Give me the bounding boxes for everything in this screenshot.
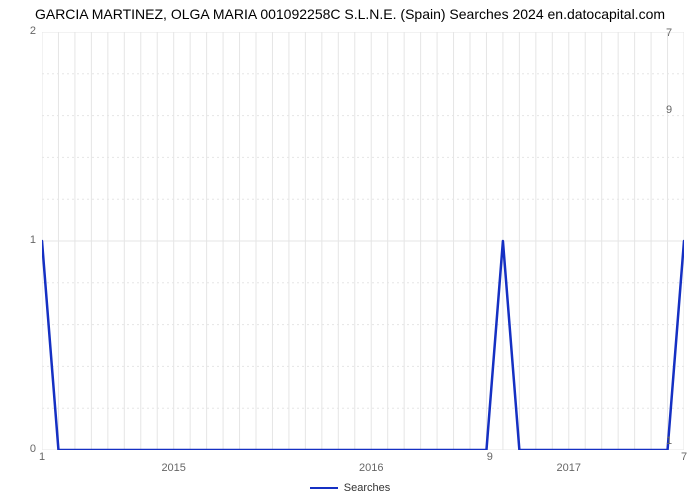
chart-title: GARCIA MARTINEZ, OLGA MARIA 001092258C S…: [0, 6, 700, 22]
x-axis-secondary-tick-label: 9: [460, 451, 520, 463]
y-axis-tick-label: 1: [6, 234, 36, 246]
y-axis-secondary-tick-label: 9: [666, 104, 696, 116]
y-axis-tick-label: 2: [6, 25, 36, 37]
x-axis-tick-label: 2016: [341, 462, 401, 474]
x-axis-secondary-tick-label: 7: [654, 451, 700, 463]
x-axis-tick-label: 2017: [539, 462, 599, 474]
chart-container: GARCIA MARTINEZ, OLGA MARIA 001092258C S…: [0, 0, 700, 500]
legend-label: Searches: [344, 482, 390, 494]
chart-legend: Searches: [0, 482, 700, 494]
y-axis-secondary-tick-label: 1: [666, 435, 696, 447]
x-axis-tick-label: 2015: [144, 462, 204, 474]
legend-swatch-icon: [310, 487, 338, 489]
x-axis-secondary-tick-label: 1: [12, 451, 72, 463]
y-axis-secondary-tick-label: 7: [666, 27, 696, 39]
chart-plot-area: [42, 32, 684, 450]
